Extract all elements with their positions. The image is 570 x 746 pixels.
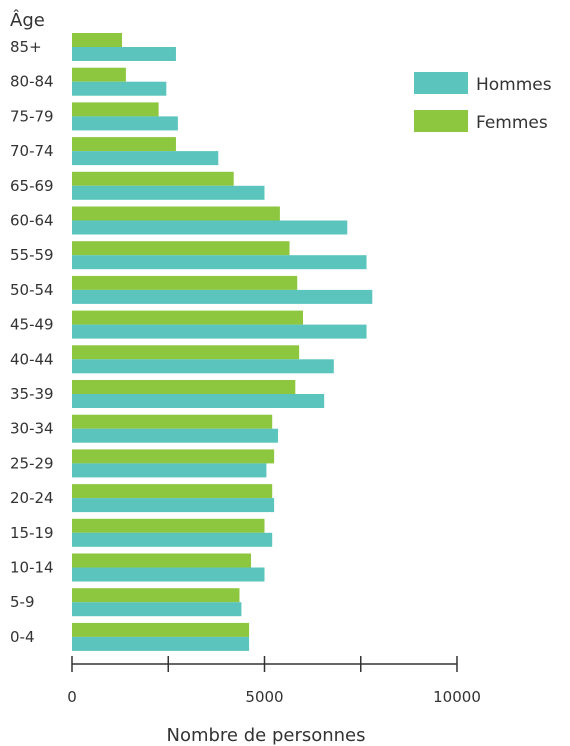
bar-femmes bbox=[72, 67, 126, 82]
bar-hommes bbox=[72, 185, 265, 200]
category-label: 15-19 bbox=[10, 524, 54, 542]
category-label: 80-84 bbox=[10, 73, 54, 91]
x-axis: 0 5000 10000 bbox=[67, 656, 481, 706]
category-label: 20-24 bbox=[10, 489, 54, 507]
bar-femmes bbox=[72, 137, 176, 152]
bar-femmes bbox=[72, 553, 252, 568]
bar-femmes bbox=[72, 449, 275, 464]
bar-hommes bbox=[72, 532, 273, 547]
bar-hommes bbox=[72, 116, 178, 131]
bar-hommes bbox=[72, 81, 167, 96]
bar-femmes bbox=[72, 588, 240, 603]
bar-femmes bbox=[72, 310, 303, 325]
category-label: 75-79 bbox=[10, 107, 54, 125]
category-label: 55-59 bbox=[10, 246, 54, 264]
legend-label: Hommes bbox=[476, 75, 552, 95]
category-label: 0-4 bbox=[10, 628, 35, 646]
bar-femmes bbox=[72, 102, 159, 117]
x-axis-title: Nombre de personnes bbox=[166, 725, 365, 746]
x-tick-label: 10000 bbox=[433, 688, 481, 706]
x-tick-label: 0 bbox=[67, 688, 77, 706]
legend-swatch bbox=[414, 72, 468, 94]
category-label: 10-14 bbox=[10, 559, 54, 577]
legend-label: Femmes bbox=[476, 113, 548, 133]
category-label: 5-9 bbox=[10, 593, 35, 611]
bar-hommes bbox=[72, 498, 275, 513]
bar-femmes bbox=[72, 380, 296, 394]
bar-femmes bbox=[72, 484, 273, 499]
legend-swatch bbox=[414, 110, 468, 132]
bar-femmes bbox=[72, 622, 250, 637]
bar-hommes bbox=[72, 289, 373, 304]
bar-hommes bbox=[72, 463, 267, 478]
category-label: 35-39 bbox=[10, 385, 54, 403]
category-label: 25-29 bbox=[10, 454, 54, 472]
category-label: 70-74 bbox=[10, 142, 54, 160]
bar-femmes bbox=[72, 414, 273, 429]
category-label: 30-34 bbox=[10, 420, 54, 438]
bar-hommes bbox=[72, 220, 348, 235]
bar-hommes bbox=[72, 151, 219, 166]
bar-femmes bbox=[72, 33, 123, 47]
bar-hommes bbox=[72, 636, 250, 651]
category-label: 45-49 bbox=[10, 316, 54, 334]
category-labels: 85+ 80-84 75-79 70-74 65-69 60-64 55-59 50-54 45… bbox=[10, 38, 54, 646]
bar-femmes bbox=[72, 241, 290, 256]
bar-hommes bbox=[72, 47, 176, 61]
category-label: 60-64 bbox=[10, 212, 54, 230]
x-tick-label: 5000 bbox=[245, 688, 283, 706]
category-label: 85+ bbox=[10, 38, 42, 56]
y-axis-title: Âge bbox=[10, 9, 45, 31]
bar-femmes bbox=[72, 345, 300, 360]
legend: Hommes Femmes bbox=[414, 72, 552, 133]
bar-hommes bbox=[72, 428, 278, 443]
category-label: 40-44 bbox=[10, 350, 54, 368]
category-label: 50-54 bbox=[10, 281, 54, 299]
bar-hommes bbox=[72, 394, 325, 408]
bar-hommes bbox=[72, 359, 334, 374]
bars bbox=[72, 33, 373, 651]
bar-hommes bbox=[72, 255, 367, 270]
bar-femmes bbox=[72, 518, 265, 533]
bar-hommes bbox=[72, 567, 265, 582]
bar-hommes bbox=[72, 602, 242, 617]
bar-femmes bbox=[72, 275, 298, 290]
bar-femmes bbox=[72, 206, 280, 221]
category-label: 65-69 bbox=[10, 177, 54, 195]
bar-hommes bbox=[72, 324, 367, 339]
bar-femmes bbox=[72, 171, 234, 186]
